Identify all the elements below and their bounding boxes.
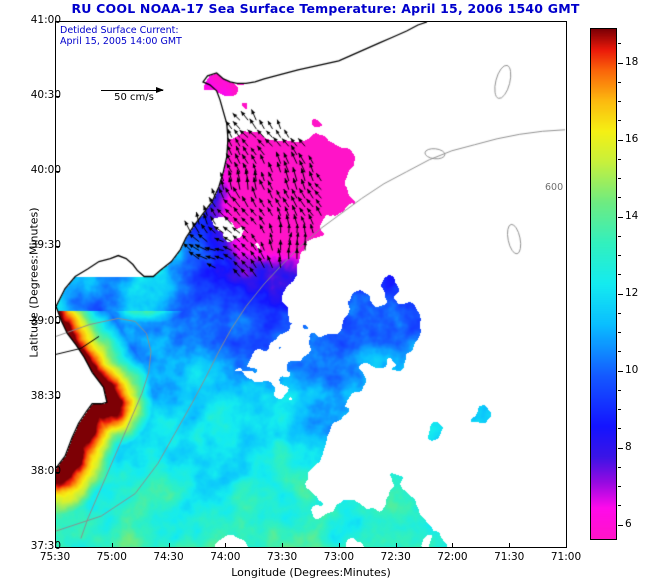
- y-tick-label-41-00: 41:00: [30, 14, 61, 26]
- y-tick-label-39-30: 39:30: [30, 239, 61, 252]
- x-tick-label-72-30: 72:30: [380, 551, 411, 563]
- x-tick-mark: [566, 543, 567, 548]
- sst-heatmap-canvas: [56, 22, 566, 547]
- y-tick-mark: [55, 396, 60, 398]
- colorbar[interactable]: [590, 28, 617, 540]
- x-tick-mark: [168, 543, 170, 548]
- colorbar-tick-label-10: 10: [625, 363, 639, 376]
- colorbar-minor-tick: [618, 120, 621, 122]
- x-tick-label-71-30: 71:30: [494, 551, 525, 563]
- colorbar-minor-tick: [618, 466, 621, 468]
- colorbar-minor-tick: [618, 312, 621, 314]
- colorbar-minor-tick: [618, 351, 621, 353]
- y-tick-label-40-00: 40:00: [30, 164, 61, 177]
- vector-scale-arrow-icon: [101, 87, 164, 93]
- colorbar-minor-tick: [618, 409, 621, 411]
- annotation-line-2: April 15, 2005 14:00 GMT: [60, 36, 182, 47]
- colorbar-minor-tick: [618, 197, 621, 199]
- y-tick-mark: [55, 547, 60, 548]
- colorbar-tick-mark: [618, 216, 623, 218]
- x-axis-title: Longitude (Degrees:Minutes): [231, 566, 391, 579]
- colorbar-minor-tick: [618, 81, 621, 83]
- y-tick-mark: [55, 21, 60, 22]
- colorbar-tick-mark: [618, 370, 623, 372]
- vector-scale-legend: 50 cm/s: [101, 87, 167, 103]
- x-tick-label-73-30: 73:30: [266, 551, 298, 563]
- x-tick-mark: [395, 543, 397, 548]
- x-tick-label-73-00: 73:00: [323, 551, 354, 563]
- x-tick-label-75-30: 75:30: [39, 551, 71, 563]
- y-tick-mark: [55, 171, 60, 173]
- colorbar-minor-tick: [618, 255, 621, 257]
- y-tick-mark: [55, 246, 60, 248]
- y-tick-label-39-00: 39:00: [30, 314, 61, 327]
- colorbar-tick-label-18: 18: [625, 55, 639, 68]
- y-tick-label-40-30: 40:30: [30, 89, 61, 102]
- depth-contour-label: 600 ft: [545, 182, 566, 193]
- colorbar-tick-mark: [618, 139, 623, 141]
- y-axis-title: Latitude (Degrees:Minutes): [27, 207, 41, 358]
- y-tick-label-37-30: 37:30: [30, 540, 61, 552]
- colorbar-tick-mark: [618, 62, 623, 64]
- x-tick-mark: [338, 543, 340, 548]
- annotation-line-1: Detided Surface Current:: [60, 25, 179, 36]
- colorbar-tick-mark: [618, 524, 623, 526]
- sst-map-panel[interactable]: Detided Surface Current: April 15, 2005 …: [55, 21, 567, 548]
- colorbar-tick-label-14: 14: [625, 209, 639, 222]
- current-annotation: Detided Surface Current: April 15, 2005 …: [60, 25, 182, 47]
- colorbar-tick-label-16: 16: [625, 132, 639, 145]
- y-tick-mark: [55, 96, 60, 98]
- vector-scale-label: 50 cm/s: [114, 92, 154, 103]
- colorbar-gradient: [591, 29, 616, 539]
- x-tick-mark: [111, 543, 113, 548]
- x-tick-mark: [55, 543, 56, 548]
- colorbar-minor-tick: [618, 158, 621, 160]
- y-tick-mark: [55, 321, 60, 323]
- page-title: RU COOL NOAA-17 Sea Surface Temperature:…: [71, 1, 580, 16]
- x-tick-label-74-30: 74:30: [153, 551, 184, 563]
- x-tick-mark: [225, 543, 227, 548]
- x-tick-label-75-00: 75:00: [96, 551, 127, 563]
- colorbar-tick-mark: [618, 293, 623, 295]
- x-tick-mark: [452, 543, 454, 548]
- colorbar-minor-tick: [618, 178, 621, 180]
- x-tick-mark: [282, 543, 284, 548]
- colorbar-tick-label-12: 12: [625, 286, 639, 299]
- colorbar-minor-tick: [618, 101, 621, 103]
- colorbar-minor-tick: [618, 505, 621, 507]
- y-tick-mark: [55, 471, 60, 473]
- colorbar-minor-tick: [618, 428, 621, 430]
- x-tick-mark: [509, 543, 511, 548]
- colorbar-minor-tick: [618, 486, 621, 488]
- colorbar-tick-mark: [618, 447, 623, 449]
- y-tick-label-38-30: 38:30: [30, 389, 61, 402]
- colorbar-minor-tick: [618, 332, 621, 334]
- colorbar-tick-label-6: 6: [625, 517, 632, 530]
- colorbar-minor-tick: [618, 389, 621, 391]
- x-tick-label-72-00: 72:00: [437, 551, 468, 563]
- colorbar-tick-label-8: 8: [625, 440, 632, 453]
- x-tick-label-71-00: 71:00: [550, 551, 582, 563]
- colorbar-minor-tick: [618, 235, 621, 237]
- x-tick-label-74-00: 74:00: [210, 551, 241, 563]
- colorbar-minor-tick: [618, 43, 621, 45]
- colorbar-minor-tick: [618, 274, 621, 276]
- y-tick-label-38-00: 38:00: [30, 464, 61, 477]
